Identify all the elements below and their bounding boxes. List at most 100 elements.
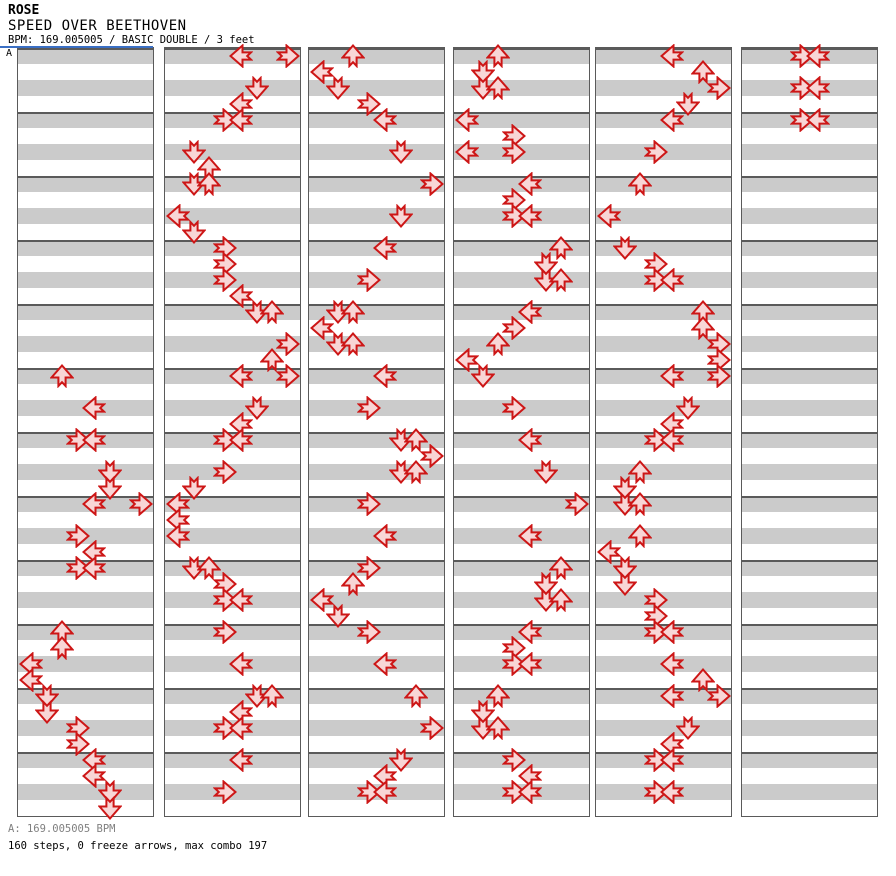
arrow-up-icon — [260, 684, 285, 708]
arrow-right-icon — [66, 524, 91, 548]
song-title: SPEED OVER BEETHOVEN — [8, 18, 187, 34]
arrow-right-icon — [357, 268, 382, 292]
arrow-left-icon — [517, 300, 542, 324]
arrow-left-icon — [659, 748, 684, 772]
arrow-left-icon — [597, 204, 621, 228]
arrow-down-icon — [612, 572, 637, 596]
arrow-left-icon — [228, 108, 253, 132]
arrow-down-icon — [612, 476, 637, 500]
arrow-down-icon — [97, 780, 122, 804]
arrow-down-icon — [533, 460, 558, 484]
arrow-down-icon — [470, 716, 495, 740]
arrow-up-icon — [197, 556, 222, 580]
arrow-left-icon — [659, 620, 684, 644]
arrow-right-icon — [564, 492, 589, 516]
arrow-right-icon — [357, 92, 382, 116]
group-name: ROSE — [8, 3, 40, 18]
step-panel-4 — [453, 44, 590, 817]
arrow-left-icon — [228, 652, 253, 676]
arrow-right-icon — [644, 748, 669, 772]
arrow-left-icon — [659, 268, 684, 292]
arrow-right-icon — [644, 268, 669, 292]
arrow-down-icon — [470, 60, 495, 84]
arrow-right-icon — [213, 620, 238, 644]
arrow-down-icon — [675, 716, 700, 740]
arrow-right-icon — [275, 332, 300, 356]
arrow-left-icon — [310, 316, 334, 340]
arrow-right-icon — [275, 364, 300, 388]
arrow-right-icon — [644, 620, 669, 644]
section-marker-line — [0, 46, 153, 48]
arrow-left-icon — [659, 684, 684, 708]
arrow-left-icon — [805, 44, 830, 68]
arrow-left-icon — [81, 556, 106, 580]
arrow-right-icon — [66, 732, 91, 756]
arrow-up-icon — [628, 172, 653, 196]
arrow-left-icon — [455, 140, 479, 164]
arrow-down-icon — [244, 76, 269, 100]
arrow-right-icon — [790, 76, 815, 100]
bpm-legend: A: 169.005005 BPM — [8, 823, 116, 835]
arrow-right-icon — [66, 428, 91, 452]
step-stats: 160 steps, 0 freeze arrows, max combo 19… — [8, 840, 268, 852]
arrow-right-icon — [357, 780, 382, 804]
arrow-down-icon — [388, 204, 413, 228]
arrow-left-icon — [517, 172, 542, 196]
arrow-left-icon — [166, 204, 190, 228]
arrow-left-icon — [228, 588, 253, 612]
arrow-left-icon — [19, 668, 43, 692]
section-marker-label: A — [5, 48, 14, 59]
arrow-left-icon — [310, 588, 334, 612]
arrow-right-icon — [357, 492, 382, 516]
arrow-down-icon — [34, 684, 59, 708]
arrow-up-icon — [691, 668, 716, 692]
arrow-left-icon — [372, 108, 397, 132]
arrow-right-icon — [213, 588, 238, 612]
arrow-left-icon — [659, 780, 684, 804]
arrow-down-icon — [244, 396, 269, 420]
arrow-left-icon — [372, 652, 397, 676]
arrow-down-icon — [34, 700, 59, 724]
arrow-up-icon — [260, 348, 285, 372]
arrow-up-icon — [260, 300, 285, 324]
arrow-right-icon — [502, 780, 527, 804]
arrow-up-icon — [341, 300, 366, 324]
arrow-left-icon — [228, 748, 253, 772]
arrow-left-icon — [659, 364, 684, 388]
arrow-up-icon — [486, 44, 511, 68]
arrow-right-icon — [502, 140, 527, 164]
arrow-up-icon — [628, 460, 653, 484]
arrow-down-icon — [612, 556, 637, 580]
arrow-right-icon — [213, 780, 238, 804]
arrow-left-icon — [659, 108, 684, 132]
arrow-right-icon — [502, 204, 527, 228]
arrow-down-icon — [533, 252, 558, 276]
arrow-down-icon — [388, 140, 413, 164]
chart-info: BPM: 169.005005 / BASIC DOUBLE / 3 feet — [8, 34, 255, 46]
arrow-right-icon — [213, 460, 238, 484]
arrow-up-icon — [486, 76, 511, 100]
arrow-up-icon — [50, 636, 75, 660]
arrow-right-icon — [502, 396, 527, 420]
arrow-down-icon — [388, 748, 413, 772]
arrow-down-icon — [470, 76, 495, 100]
arrow-left-icon — [310, 60, 334, 84]
arrow-down-icon — [675, 396, 700, 420]
arrow-left-icon — [81, 396, 106, 420]
arrow-up-icon — [549, 268, 574, 292]
arrow-down-icon — [470, 700, 495, 724]
arrow-down-icon — [533, 268, 558, 292]
arrow-left-icon — [659, 652, 684, 676]
arrow-up-icon — [628, 524, 653, 548]
arrow-right-icon — [275, 44, 300, 68]
arrow-down-icon — [533, 588, 558, 612]
arrow-down-icon — [97, 460, 122, 484]
arrow-left-icon — [659, 428, 684, 452]
arrow-left-icon — [659, 44, 684, 68]
arrow-left-icon — [166, 524, 190, 548]
arrow-left-icon — [597, 540, 621, 564]
arrow-down-icon — [325, 76, 350, 100]
arrow-down-icon — [612, 492, 637, 516]
arrow-right-icon — [644, 140, 669, 164]
